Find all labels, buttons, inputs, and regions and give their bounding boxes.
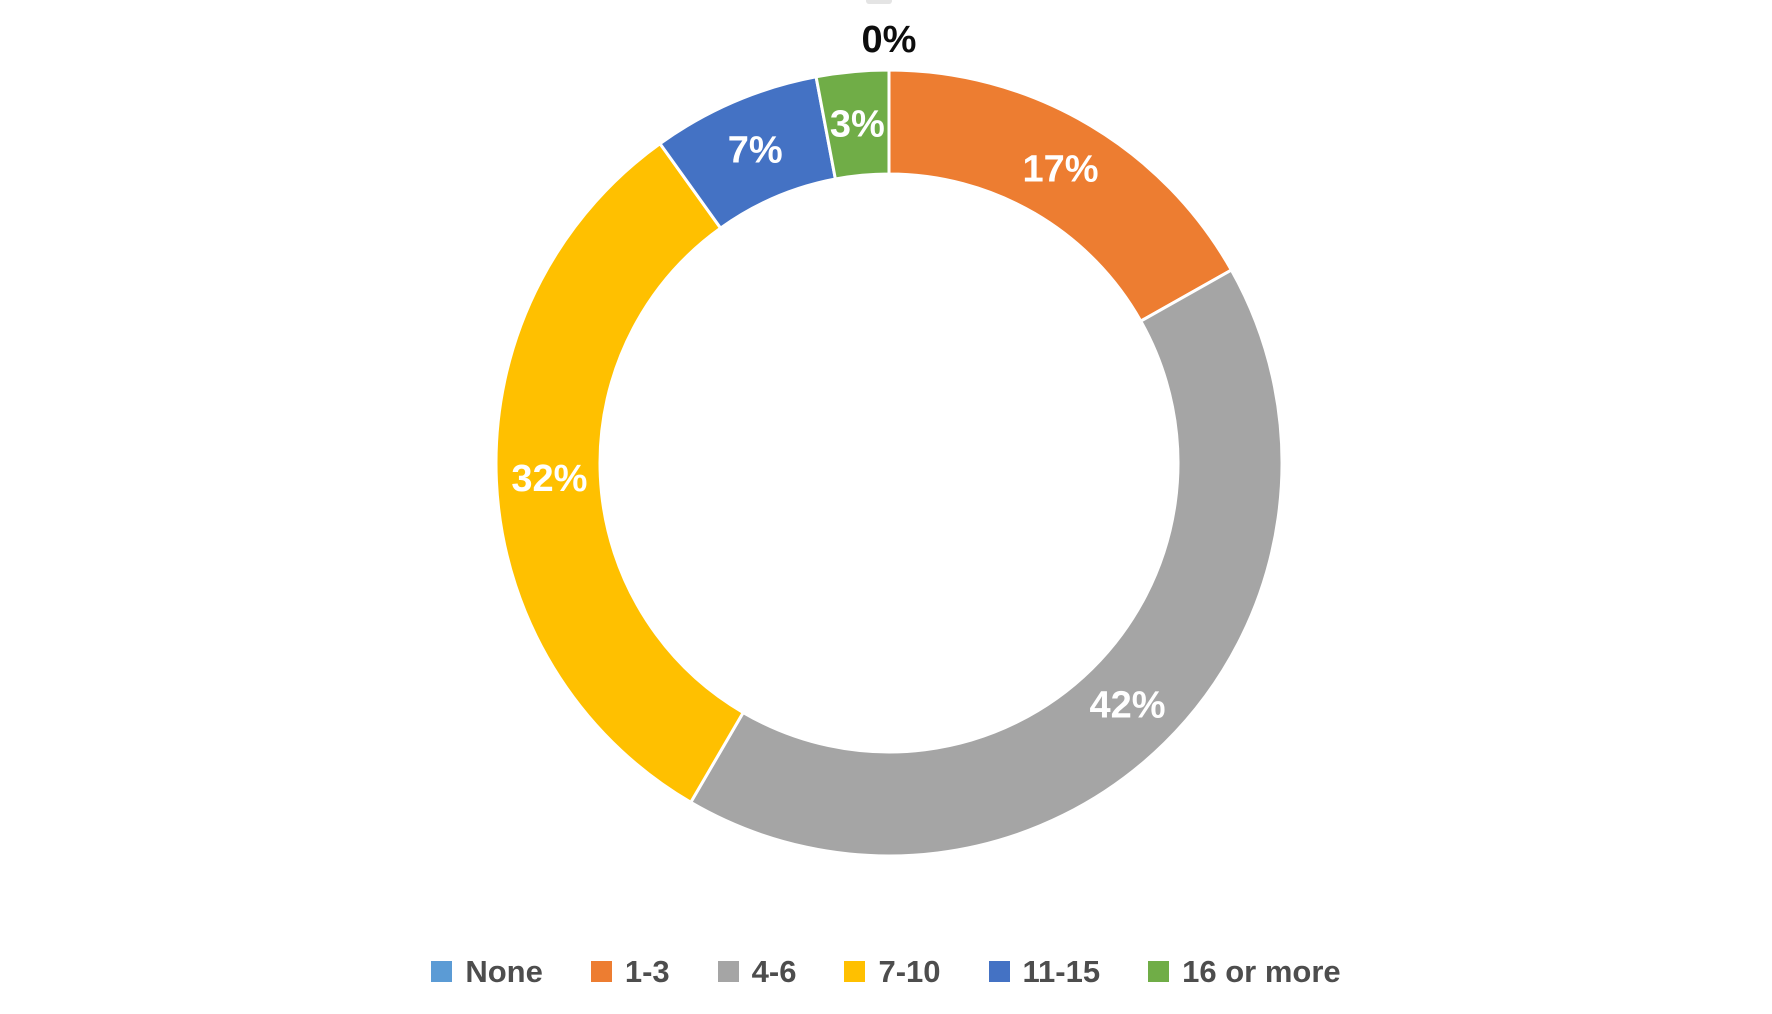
legend-item-1-3: 1-3 <box>590 953 670 989</box>
donut-segment-1-3 <box>887 68 1234 324</box>
donut-segment-16-or-more <box>814 68 891 181</box>
legend-label: 11-15 <box>1022 953 1101 989</box>
legend-label: None <box>465 953 543 989</box>
legend-item-11-15: 11-15 <box>988 953 1101 989</box>
legend-swatch-icon <box>1148 960 1170 982</box>
legend-label: 4-6 <box>751 953 797 989</box>
data-label-outside: 0% <box>862 19 917 61</box>
data-label: 7% <box>728 129 783 171</box>
legend-item-4-6: 4-6 <box>717 953 797 989</box>
crop-artifact <box>866 0 892 4</box>
data-label: 3% <box>830 103 885 145</box>
legend-item-7-10: 7-10 <box>844 953 941 989</box>
legend-label: 16 or more <box>1182 953 1341 989</box>
legend-label: 1-3 <box>624 953 670 989</box>
legend-swatch-icon <box>431 960 453 982</box>
donut-segment-7-10 <box>494 141 746 805</box>
legend-label: 7-10 <box>878 953 941 989</box>
data-label: 42% <box>1090 684 1166 726</box>
legend-item-16-or-more: 16 or more <box>1148 956 1341 987</box>
legend-swatch-icon <box>988 960 1010 982</box>
legend-swatch-icon <box>844 960 866 982</box>
legend-item-none: None <box>431 956 543 987</box>
donut-segment-4-6 <box>688 267 1284 858</box>
data-label: 32% <box>511 458 587 500</box>
legend-swatch-icon <box>590 960 612 982</box>
legend-swatch-icon <box>717 960 739 982</box>
chart-legend: None 1-3 4-6 7-10 11-15 16 or more <box>0 946 1772 996</box>
data-label: 17% <box>1022 148 1098 190</box>
